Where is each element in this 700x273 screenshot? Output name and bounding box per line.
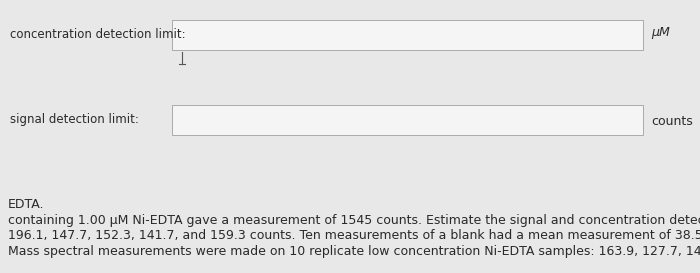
Text: containing 1.00 μM Ni-EDTA gave a measurement of 1545 counts. Estimate the signa: containing 1.00 μM Ni-EDTA gave a measur…	[8, 214, 700, 227]
Text: Mass spectral measurements were made on 10 replicate low concentration Ni-EDTA s: Mass spectral measurements were made on …	[8, 245, 700, 258]
Bar	[172, 105, 643, 135]
Bar	[172, 20, 643, 50]
Text: μM: μM	[651, 26, 670, 39]
Text: counts: counts	[651, 115, 693, 128]
Text: EDTA.: EDTA.	[8, 198, 45, 212]
Text: 196.1, 147.7, 152.3, 141.7, and 159.3 counts. Ten measurements of a blank had a : 196.1, 147.7, 152.3, 141.7, and 159.3 co…	[8, 230, 700, 242]
Text: concentration detection limit:: concentration detection limit:	[10, 28, 186, 41]
Text: signal detection limit:: signal detection limit:	[10, 114, 139, 126]
